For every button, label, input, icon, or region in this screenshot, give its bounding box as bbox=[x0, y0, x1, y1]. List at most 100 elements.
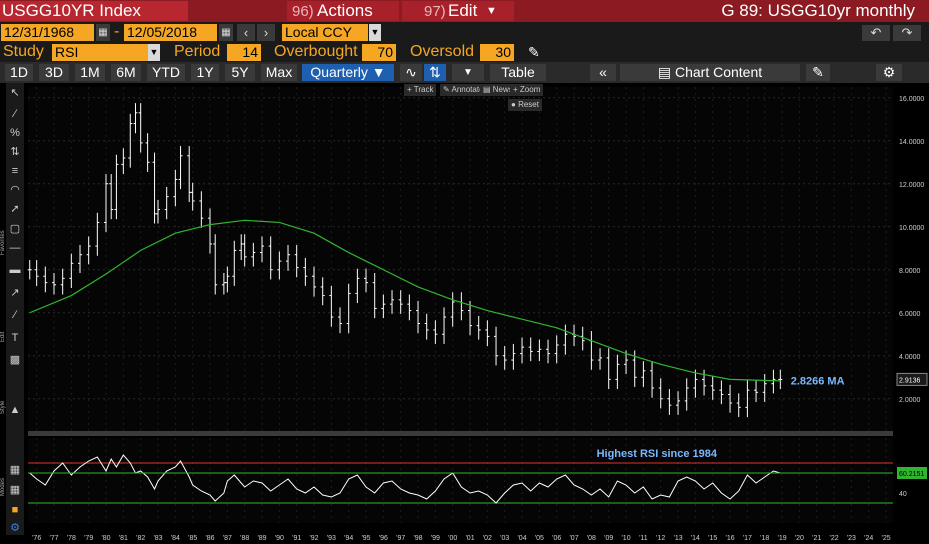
x-tick-label: '24 bbox=[864, 535, 873, 542]
oversold-input[interactable]: 30 bbox=[480, 44, 514, 61]
x-tick-label: '88 bbox=[240, 535, 249, 542]
chart-content-button[interactable]: ▤ Chart Content bbox=[620, 64, 800, 81]
frequency-select[interactable]: Quarterly ▼ bbox=[302, 64, 394, 81]
rsi-line bbox=[29, 454, 781, 504]
price-tick-label: 6.0000 bbox=[899, 311, 921, 318]
x-tick-label: '78 bbox=[67, 535, 76, 542]
x-tick-label: '83 bbox=[153, 535, 162, 542]
x-tick-label: '87 bbox=[223, 535, 232, 542]
redo-icon[interactable]: ↷ bbox=[893, 25, 921, 41]
chevron-down-icon: ▼ bbox=[486, 5, 497, 17]
ticker-field[interactable]: USGG10YR Index bbox=[0, 1, 188, 21]
end-date-value: 12/05/2018 bbox=[127, 24, 198, 40]
next-arrow-icon[interactable]: › bbox=[257, 24, 275, 41]
x-tick-label: '07 bbox=[569, 535, 578, 542]
ma-line bbox=[29, 219, 781, 382]
start-date-value: 12/31/1968 bbox=[4, 24, 75, 40]
track-label: Track bbox=[413, 85, 434, 94]
currency-select[interactable]: Local CCY bbox=[282, 24, 368, 41]
period-value: 14 bbox=[242, 44, 258, 60]
x-tick-label: '05 bbox=[535, 535, 544, 542]
line-chart-icon[interactable]: ∿ bbox=[400, 64, 422, 81]
oversold-value: 30 bbox=[495, 44, 511, 60]
calendar-icon[interactable]: ▦ bbox=[96, 24, 110, 41]
period-1d-button[interactable]: 1D bbox=[5, 64, 33, 81]
ticker-label: USGG10YR Index bbox=[2, 1, 141, 20]
period-1m-button[interactable]: 1M bbox=[75, 64, 105, 81]
x-tick-label: '14 bbox=[691, 535, 700, 542]
news-button[interactable]: ▤ News bbox=[480, 84, 516, 96]
period-input[interactable]: 14 bbox=[227, 44, 261, 61]
period-1y-button[interactable]: 1Y bbox=[191, 64, 219, 81]
gear-icon[interactable]: ⚙ bbox=[876, 64, 902, 81]
edit-button[interactable]: 97) Edit ▼ bbox=[402, 1, 514, 21]
trend-icon[interactable]: ➚ bbox=[10, 203, 20, 215]
text-icon[interactable]: T bbox=[11, 332, 19, 344]
currency-value: Local CCY bbox=[285, 24, 352, 40]
x-tick-label: '94 bbox=[344, 535, 353, 542]
end-date-input[interactable]: 12/05/2018 bbox=[124, 24, 217, 41]
mode-icon[interactable]: ■ bbox=[11, 504, 19, 516]
x-tick-label: '06 bbox=[552, 535, 561, 542]
ohlc-chart-icon[interactable]: ⇅ bbox=[424, 64, 446, 81]
settings-icon[interactable]: ⚙ bbox=[10, 522, 20, 534]
x-tick-label: '99 bbox=[431, 535, 440, 542]
x-tick-label: '86 bbox=[205, 535, 214, 542]
period-ytd-button[interactable]: YTD bbox=[147, 64, 185, 81]
chevron-down-icon[interactable]: ▼ bbox=[452, 64, 484, 81]
channel-icon[interactable]: ⇅ bbox=[10, 146, 20, 158]
price-plot-bg bbox=[28, 87, 893, 431]
price-tick-label: 14.0000 bbox=[899, 139, 924, 146]
arrow-icon[interactable]: ↗ bbox=[10, 287, 20, 299]
rsi-tick-label: 60.2151 bbox=[899, 471, 924, 478]
range-dash: - bbox=[114, 23, 120, 40]
reset-button[interactable]: ● Reset bbox=[508, 99, 542, 111]
ruler-icon[interactable]: ▬ bbox=[9, 264, 21, 276]
chevron-down-icon[interactable]: ▼ bbox=[369, 24, 381, 41]
price-tick-label: 2.0000 bbox=[899, 397, 921, 404]
x-tick-label: '77 bbox=[49, 535, 58, 542]
mode-icon[interactable]: ▦ bbox=[9, 464, 21, 476]
study-bar: Study RSI ▼ Period 14 Overbought 70 Over… bbox=[0, 42, 929, 62]
period-3d-button[interactable]: 3D bbox=[39, 64, 69, 81]
news-label: News bbox=[492, 85, 513, 94]
study-select[interactable]: RSI bbox=[52, 44, 148, 61]
period-6m-button[interactable]: 6M bbox=[111, 64, 141, 81]
prev-arrow-icon[interactable]: ‹ bbox=[237, 24, 255, 41]
x-tick-label: '96 bbox=[379, 535, 388, 542]
rsi-plot-bg bbox=[28, 438, 893, 523]
line-icon[interactable]: ∕ bbox=[14, 309, 16, 321]
horizontal-line-icon[interactable]: — bbox=[9, 242, 21, 254]
percent-icon[interactable]: % bbox=[10, 127, 20, 139]
chart-canvas[interactable]: 16.0000 14.0000 12.0000 10.0000 8.0000 6.0000… bbox=[0, 83, 929, 544]
chevron-down-icon[interactable]: ▼ bbox=[148, 44, 160, 61]
style-icon[interactable]: ▲ bbox=[9, 404, 21, 416]
pencil-icon[interactable]: ✎ bbox=[528, 44, 540, 60]
undo-icon[interactable]: ↶ bbox=[862, 25, 890, 41]
line-tool-icon[interactable]: ∕ bbox=[14, 108, 16, 120]
x-tick-label: '02 bbox=[483, 535, 492, 542]
x-tick-label: '25 bbox=[882, 535, 891, 542]
overbought-input[interactable]: 70 bbox=[362, 44, 396, 61]
table-button[interactable]: Table bbox=[490, 64, 546, 81]
calendar-icon[interactable]: ▦ bbox=[219, 24, 233, 41]
style-side-label: Style bbox=[0, 400, 6, 414]
rsi-last-box bbox=[897, 467, 927, 479]
track-button[interactable]: + Track bbox=[404, 84, 437, 96]
annotate-button[interactable]: ✎ Annotate bbox=[440, 84, 487, 96]
period-max-button[interactable]: Max bbox=[261, 64, 297, 81]
fibonacci-icon[interactable]: ≡ bbox=[11, 165, 19, 177]
collapse-left-icon[interactable]: « bbox=[590, 64, 616, 81]
arc-icon[interactable]: ◠ bbox=[10, 184, 20, 196]
zoom-button[interactable]: + Zoom bbox=[510, 84, 544, 96]
cursor-icon[interactable]: ↖ bbox=[10, 87, 20, 99]
mode-icon[interactable]: ▦ bbox=[9, 484, 21, 496]
price-tick-label: 12.0000 bbox=[899, 182, 924, 189]
delete-icon[interactable]: ▩ bbox=[9, 354, 21, 366]
start-date-input[interactable]: 12/31/1968 bbox=[1, 24, 94, 41]
edit-chart-icon[interactable]: ✎ bbox=[806, 64, 830, 81]
period-5y-button[interactable]: 5Y bbox=[225, 64, 255, 81]
actions-button[interactable]: 96) Actions bbox=[287, 1, 399, 21]
rect-icon[interactable]: ▢ bbox=[9, 223, 21, 235]
title-bar: USGG10YR Index 96) Actions 97) Edit ▼ G … bbox=[0, 0, 929, 22]
